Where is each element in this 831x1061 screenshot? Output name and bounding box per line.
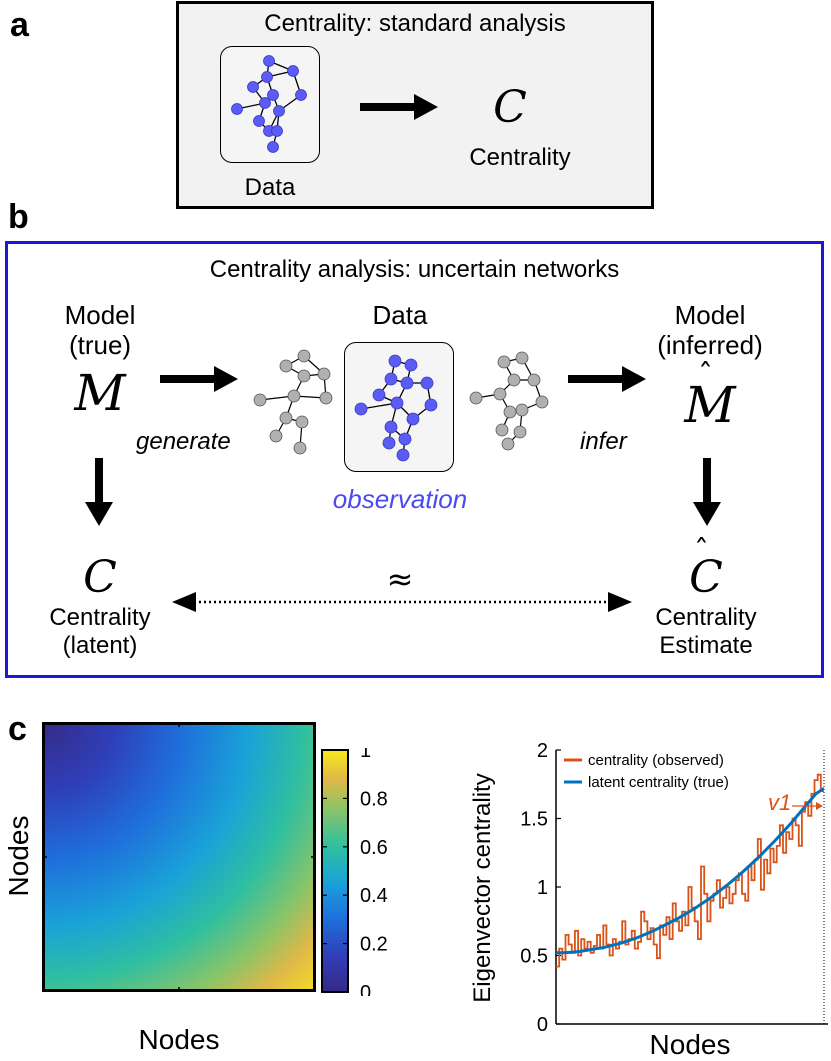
gray-network-left-icon: [253, 349, 333, 455]
network-graph-icon: [231, 55, 307, 153]
colorbar: 0 0.2 0.4 0.6 0.8 1: [321, 748, 388, 996]
y-tick-label: 0.5: [520, 946, 548, 968]
colorbar-tick-label: 0.4: [360, 885, 388, 907]
latent-line2: (latent): [62, 632, 138, 659]
y-tick-label: 1: [537, 877, 548, 899]
colorbar-tick-label: 0.8: [360, 788, 388, 810]
heatmap-xlabel: Nodes: [138, 1024, 220, 1055]
arrow-right-icon: [360, 94, 438, 120]
colorbar-tick-label: 0.2: [360, 934, 388, 956]
panel-a-title: Centrality: standard analysis: [264, 10, 566, 37]
estimate-line1: Centrality: [655, 604, 757, 631]
colorbar-tick-label: 0: [360, 982, 371, 996]
latent-line1: Centrality: [49, 604, 151, 631]
heatmap-plot: [42, 722, 316, 992]
gray-network-right-icon: [469, 351, 549, 451]
chart-xlabel: Nodes: [650, 1029, 731, 1060]
legend-label: centrality (observed): [588, 752, 724, 769]
infer-arrow-icon: [568, 366, 646, 392]
panel-b-label: b: [8, 198, 29, 236]
estimate-line2: Estimate: [659, 632, 753, 659]
series-latent-line: [555, 787, 825, 955]
y-tick-label: 0: [537, 1014, 548, 1036]
model-inferred-line2: (inferred): [657, 330, 763, 360]
infer-label: infer: [580, 428, 627, 455]
approx-double-arrow-icon: [172, 592, 632, 612]
model-inferred-line1: Model: [674, 300, 746, 330]
observation-label: observation: [332, 484, 468, 514]
y-tick-label: 2: [537, 740, 548, 762]
chart-ylabel: Eigenvector centrality: [469, 773, 496, 1002]
heatmap-canvas: [42, 722, 316, 992]
model-inferred-symbol: M: [684, 376, 736, 434]
panel-c-label: c: [8, 710, 27, 748]
approx-symbol: ≈: [386, 560, 414, 598]
panel-a-data-network: [220, 46, 320, 163]
panel-a-label: a: [10, 6, 29, 44]
down-arrow-left-icon: [85, 458, 113, 526]
generate-label: generate: [136, 428, 231, 455]
panel-a-centrality-label: Centrality: [469, 144, 571, 171]
panel-a-centrality-symbol: C: [493, 82, 527, 133]
model-hat-accent-icon: ˆ: [698, 358, 713, 393]
colorbar-tick-label: 1: [360, 748, 371, 762]
panel-b-data-label: Data: [372, 300, 428, 330]
v1-arrowhead: [816, 802, 823, 810]
y-tick-label: 1.5: [520, 809, 548, 831]
heatmap-ylabel: Nodes: [3, 815, 34, 897]
estimate-hat-accent-icon: ˆ: [694, 534, 709, 569]
model-true-line2: (true): [68, 330, 132, 360]
v1-annotation: v1: [768, 790, 791, 815]
model-true-symbol: M: [74, 364, 126, 422]
panel-b-title: Centrality analysis: uncertain networks: [209, 256, 620, 283]
legend-label: latent centrality (true): [588, 774, 729, 791]
down-arrow-right-icon: [693, 458, 721, 526]
generate-arrow-icon: [160, 366, 238, 392]
estimate-centrality-symbol: C: [689, 552, 723, 603]
eigenvector-chart: 0 0.5 1 1.5 2 centrality (observed) latent ce…: [469, 740, 828, 1060]
panel-a-data-label: Data: [244, 174, 296, 201]
observed-network-graph-icon: [354, 354, 438, 462]
colorbar-tick-label: 0.6: [360, 837, 388, 859]
observed-network: [344, 342, 454, 472]
latent-centrality-symbol: C: [83, 552, 117, 603]
model-true-line1: Model: [64, 300, 136, 330]
